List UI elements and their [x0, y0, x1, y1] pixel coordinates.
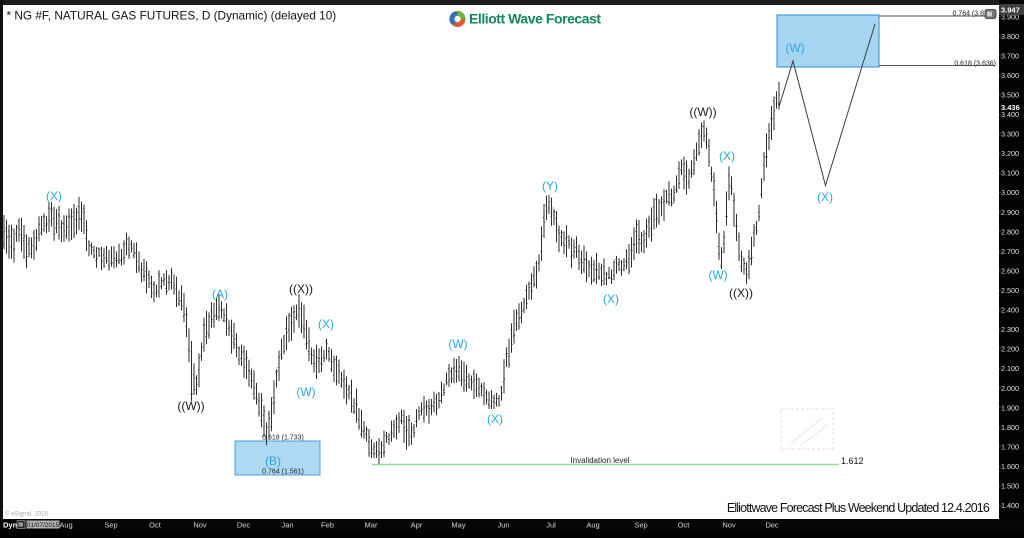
- svg-text:(X): (X): [603, 292, 619, 306]
- svg-text:3.200: 3.200: [1001, 149, 1019, 158]
- svg-text:Apr: Apr: [411, 521, 423, 530]
- svg-text:3.700: 3.700: [1001, 51, 1019, 60]
- svg-text:2.000: 2.000: [1001, 384, 1019, 393]
- svg-text:(W): (W): [708, 268, 727, 282]
- svg-text:Invalidation level: Invalidation level: [570, 456, 629, 465]
- svg-text:2.500: 2.500: [1001, 286, 1019, 295]
- svg-text:(B): (B): [265, 454, 281, 468]
- svg-text:3.800: 3.800: [1001, 32, 1019, 41]
- svg-text:((W)): ((W)): [689, 105, 716, 119]
- svg-text:1.600: 1.600: [1001, 462, 1019, 471]
- svg-text:2.100: 2.100: [1001, 364, 1019, 373]
- svg-text:Oct: Oct: [678, 521, 691, 530]
- svg-text:((W)): ((W)): [177, 399, 204, 413]
- svg-text:© eSignal, 2016: © eSignal, 2016: [5, 511, 48, 518]
- svg-text:3.900: 3.900: [1001, 12, 1019, 21]
- svg-text:Sep: Sep: [634, 521, 647, 530]
- svg-text:2.700: 2.700: [1001, 247, 1019, 256]
- svg-text:(W): (W): [296, 385, 315, 399]
- svg-text:Jul: Jul: [546, 521, 556, 530]
- svg-text:1.400: 1.400: [1001, 501, 1019, 510]
- svg-text:3.400: 3.400: [1001, 110, 1019, 119]
- svg-text:(X): (X): [719, 149, 735, 163]
- svg-text:* NG #F, NATURAL GAS FUTURES,: * NG #F, NATURAL GAS FUTURES, D (Dynamic…: [7, 9, 337, 23]
- svg-text:2.200: 2.200: [1001, 345, 1019, 354]
- svg-text:2.800: 2.800: [1001, 227, 1019, 236]
- svg-text:Elliott Wave Forecast: Elliott Wave Forecast: [469, 11, 601, 27]
- svg-text:Sep: Sep: [104, 521, 117, 530]
- svg-text:May: May: [451, 521, 465, 530]
- svg-text:(X): (X): [318, 317, 334, 331]
- svg-text:2.600: 2.600: [1001, 266, 1019, 275]
- svg-text:3.100: 3.100: [1001, 169, 1019, 178]
- svg-text:Nov: Nov: [722, 521, 736, 530]
- svg-text:1.800: 1.800: [1001, 423, 1019, 432]
- svg-text:0.618 (1.733): 0.618 (1.733): [262, 435, 304, 442]
- svg-text:0.618 (3.636): 0.618 (3.636): [954, 61, 996, 68]
- svg-text:Dec: Dec: [237, 521, 251, 530]
- svg-text:3.600: 3.600: [1001, 71, 1019, 80]
- svg-text:2.400: 2.400: [1001, 306, 1019, 315]
- svg-text:1.612: 1.612: [841, 456, 864, 466]
- svg-text:1.500: 1.500: [1001, 482, 1019, 491]
- svg-text:2.300: 2.300: [1001, 325, 1019, 334]
- svg-text:01/07/2015: 01/07/2015: [27, 522, 60, 529]
- svg-text:Jan: Jan: [281, 521, 293, 530]
- svg-text:3.947: 3.947: [1001, 6, 1020, 15]
- svg-text:(W): (W): [448, 337, 467, 351]
- svg-text:(Y): (Y): [542, 179, 558, 193]
- svg-text:Feb: Feb: [321, 521, 334, 530]
- svg-text:Dec: Dec: [765, 521, 779, 530]
- svg-text:(X): (X): [817, 190, 833, 204]
- svg-text:0.764 (3.8: 0.764 (3.8: [952, 11, 984, 18]
- svg-text:Mar: Mar: [365, 521, 378, 530]
- svg-text:0.764 (1.561): 0.764 (1.561): [262, 469, 304, 476]
- svg-text:Dyn: Dyn: [3, 520, 18, 529]
- svg-text:(W): (W): [785, 41, 804, 55]
- svg-text:Jun: Jun: [497, 521, 509, 530]
- svg-text:(X): (X): [487, 412, 503, 426]
- svg-text:Nov: Nov: [193, 521, 207, 530]
- svg-text:1.900: 1.900: [1001, 403, 1019, 412]
- svg-text:3.500: 3.500: [1001, 91, 1019, 100]
- svg-text:Aug: Aug: [586, 521, 599, 530]
- svg-text:((X)): ((X)): [289, 282, 313, 296]
- svg-text:(X): (X): [46, 189, 62, 203]
- svg-text:Oct: Oct: [149, 521, 162, 530]
- svg-text:3.300: 3.300: [1001, 130, 1019, 139]
- svg-text:((X)): ((X)): [729, 286, 753, 300]
- svg-text:(A): (A): [212, 287, 228, 301]
- svg-text:Elliottwave Forecast Plus Week: Elliottwave Forecast Plus Weekend Update…: [727, 501, 990, 515]
- svg-text:3.000: 3.000: [1001, 188, 1019, 197]
- svg-text:1.700: 1.700: [1001, 442, 1019, 451]
- svg-text:2.900: 2.900: [1001, 208, 1019, 217]
- svg-text:3.436: 3.436: [1001, 103, 1020, 112]
- svg-text:Aug: Aug: [59, 521, 72, 530]
